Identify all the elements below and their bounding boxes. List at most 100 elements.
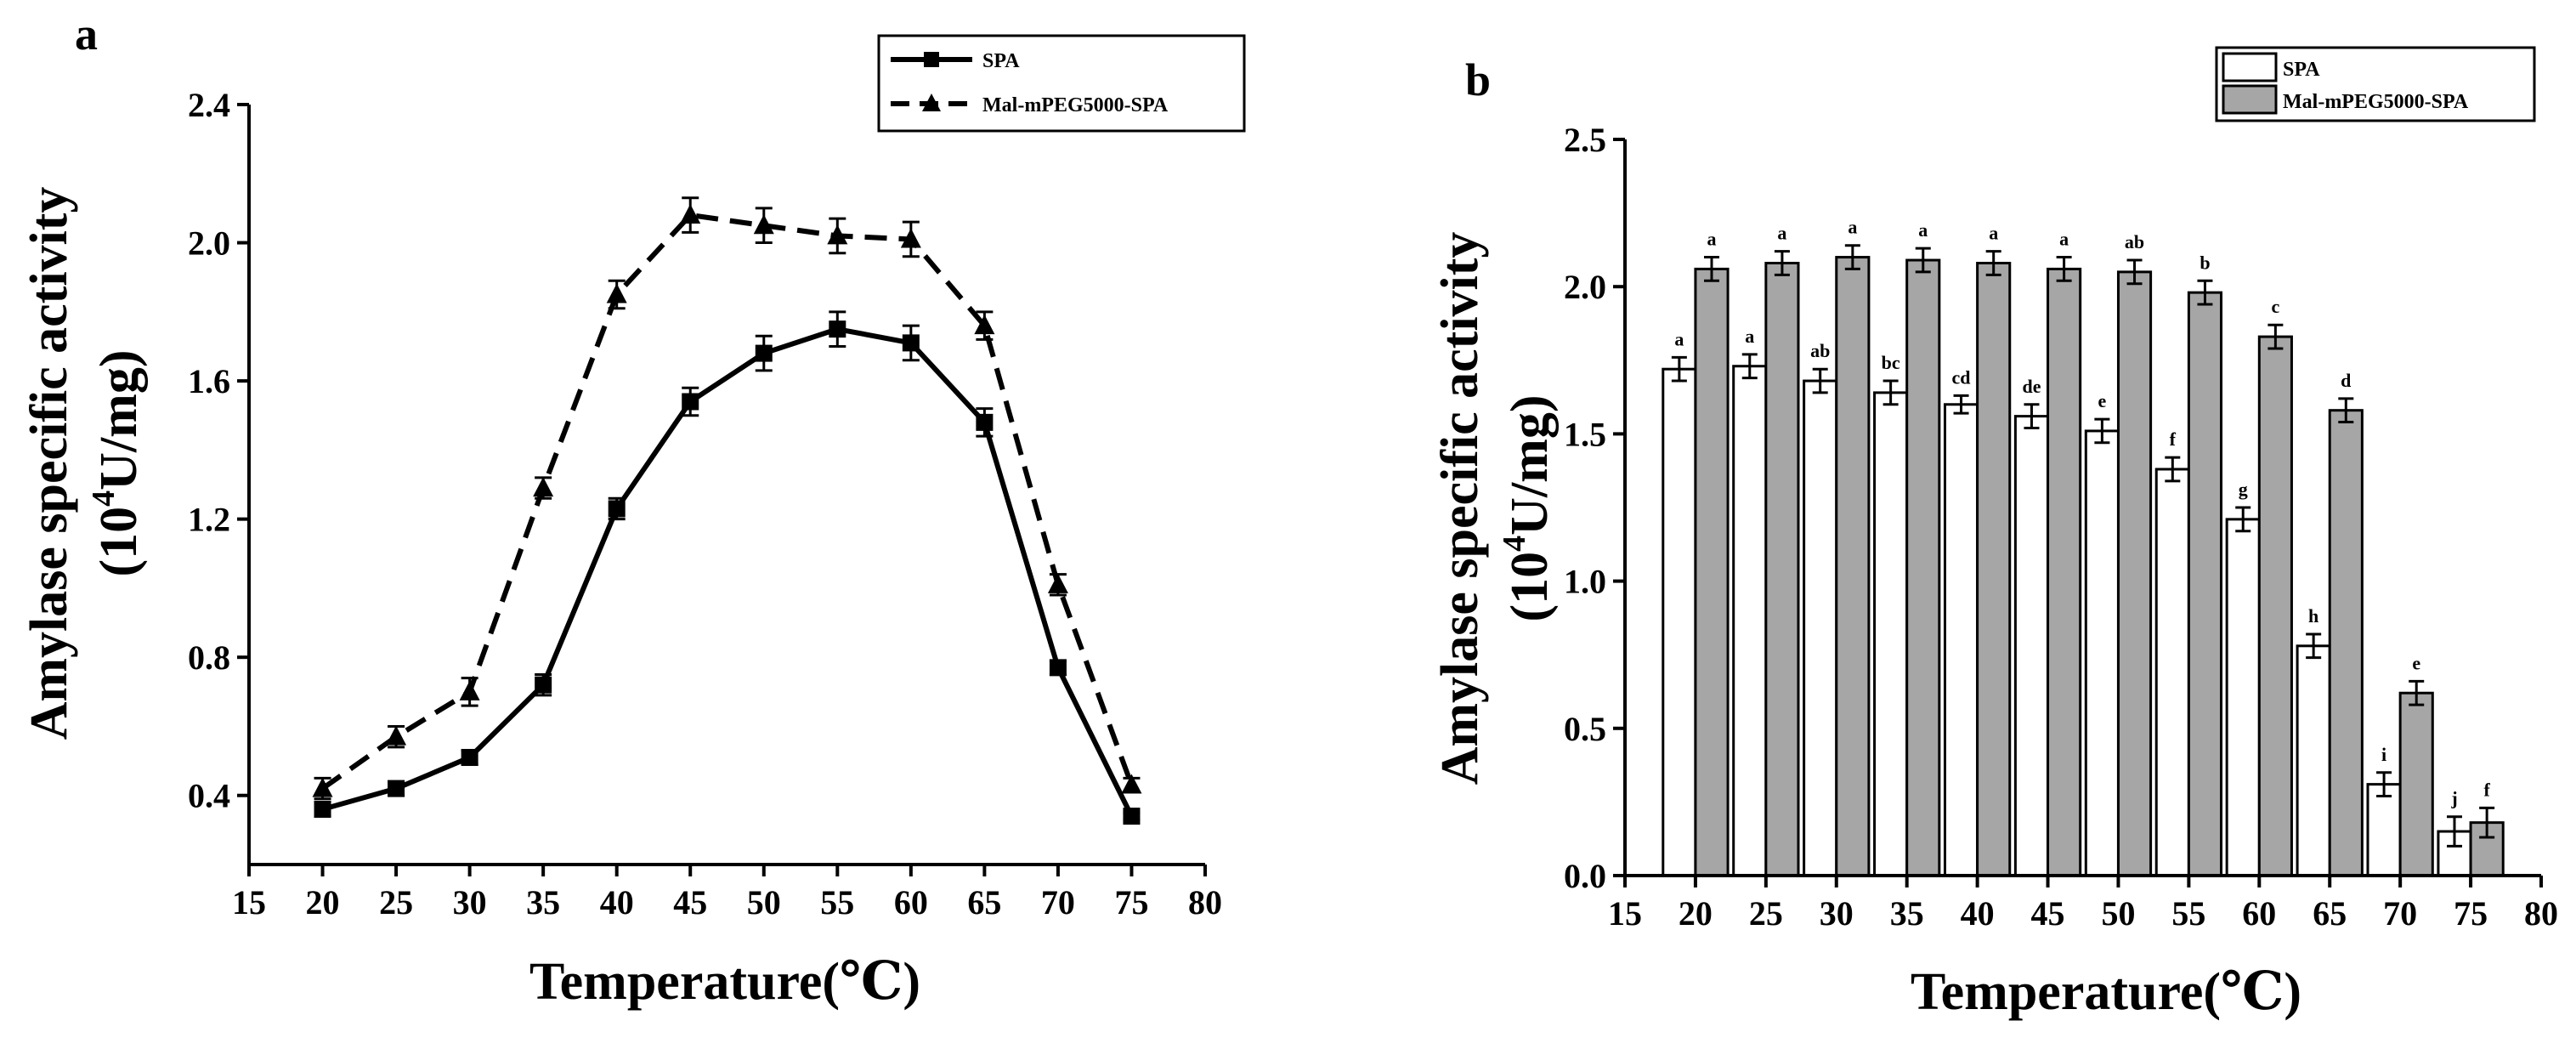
panel-a-spa-point: [1123, 808, 1141, 825]
panel-b-peg-bar: [2047, 267, 2082, 877]
panel-a-spa-point: [535, 676, 552, 694]
panel-b-legend-spa-swatch: [2222, 52, 2278, 82]
panel-a-peg-line: [320, 213, 1135, 791]
panel-a-x-tick-label: 75: [1114, 883, 1148, 921]
panel-b-y-tick-label: 2.0: [1564, 268, 1606, 306]
panel-a-peg-point: [459, 680, 480, 700]
panel-b-x-tick-label: 60: [2242, 894, 2276, 933]
panel-a-x-axis-title: Temperature(℃): [529, 953, 920, 1011]
panel-b-spa-bar: [1943, 403, 1979, 877]
panel-a-peg-point: [900, 228, 921, 248]
panel-a-ticks: 15 20 25 30 35 40 45 50 55 60 65 70 75 80 0.4 0.8 1.2 1.6…: [188, 86, 1222, 921]
panel-a-x-tick-label: 70: [1041, 883, 1075, 921]
panel-a-x-tick-label: 55: [820, 883, 854, 921]
panel-b-peg-bar: [2116, 270, 2153, 877]
panel-a-y-tick-label: 0.4: [188, 777, 230, 815]
panel-a-spa-point: [388, 780, 405, 797]
panel-a-y-tick-label: 1.6: [188, 362, 230, 400]
panel-a-y-tick-label: 2.4: [188, 86, 230, 124]
panel-b-peg-bar: [2187, 291, 2223, 877]
panel-b-y-tick-label: 1.0: [1564, 563, 1606, 601]
panel-a-y-title-suffix: U/mg): [90, 350, 148, 490]
panel-a-letter: a: [75, 9, 98, 60]
panel-b-peg-bar: [2328, 409, 2364, 877]
panel-b-legend-spa-label: SPA: [2283, 59, 2320, 81]
panel-b-spa-bar: [2013, 415, 2050, 877]
panel-b-peg-significance-label: a: [1848, 217, 1857, 238]
panel-b-spa-bar: [2366, 783, 2402, 877]
panel-b-x-tick-label: 25: [1749, 894, 1783, 933]
panel-b-x-tick-label: 65: [2313, 894, 2347, 933]
panel-b-spa-bar: [2154, 468, 2190, 877]
panel-b-spa-significance-label: j: [2450, 788, 2457, 809]
panel-b-spa-significance-label: a: [1745, 326, 1754, 347]
panel-a-spa-point: [755, 344, 773, 362]
panel-a-y-title-line1: Amylase specific activity: [20, 187, 78, 740]
panel-a-spa-line: [321, 326, 1135, 818]
panel-b-x-tick-label: 35: [1890, 894, 1924, 933]
panel-a-peg-point: [1121, 774, 1142, 794]
panel-b-spa-significance-label: bc: [1882, 352, 1900, 373]
panel-a-legend-square-marker-icon: [924, 52, 939, 67]
panel-a-peg-point: [680, 204, 701, 224]
panel-a-x-tick-label: 50: [747, 883, 781, 921]
panel-b-peg-significance-label: a: [1777, 223, 1786, 244]
panel-b-spa-bar: [1873, 391, 1909, 877]
panel-b-peg-significance-label: ab: [2125, 231, 2144, 252]
panel-b-y-tick-label: 0.5: [1564, 710, 1606, 748]
panel-a-spa-point: [608, 500, 626, 518]
panel-b-x-tick-label: 80: [2524, 894, 2558, 933]
panel-b-y-title-superscript: 4: [1497, 536, 1532, 552]
panel-b-y-tick-label: 0.0: [1564, 857, 1606, 895]
panel-b-y-title-suffix: U/mg): [1501, 395, 1559, 536]
panel-a-x-tick-label: 20: [306, 883, 340, 921]
panel-b-peg-bar: [1835, 256, 1871, 877]
panel-b-spa-bar: [1662, 367, 1697, 877]
panel-a-x-tick-label: 30: [453, 883, 487, 921]
panel-a-plot-area: [247, 105, 1205, 866]
panel-b-spa-significance-label: a: [1674, 328, 1684, 349]
panel-a-legend-peg-label: Mal-mPEG5000-SPA: [982, 94, 1169, 116]
panel-b-spa-significance-label: i: [2381, 744, 2386, 765]
panel-b-legend-peg-label: Mal-mPEG5000-SPA: [2283, 91, 2469, 113]
panel-b-spa-bar: [1732, 365, 1768, 877]
panel-b-x-tick-label: 40: [1961, 894, 1995, 933]
panel-b-legend: SPA Mal-mPEG5000-SPA: [2215, 46, 2536, 122]
panel-b-peg-bar: [1764, 261, 1800, 877]
panel-b-peg-significance-label: a: [1918, 219, 1928, 241]
panel-a-x-tick-label: 40: [600, 883, 634, 921]
panel-b-spa-significance-label: h: [2308, 605, 2318, 627]
panel-a-line-chart: a 15 20 25 30 35 40 45 50 55 60 65 70 75 800.40.81.21…: [20, 9, 1246, 1011]
panel-b-x-tick-label: 45: [2031, 894, 2065, 933]
panel-b-x-tick-label: 15: [1608, 894, 1642, 933]
panel-a-x-tick-label: 15: [232, 883, 266, 921]
panel-b-legend-peg-swatch: [2222, 84, 2278, 115]
panel-b-spa-significance-label: f: [2170, 428, 2177, 450]
panel-b-spa-significance-label: e: [2098, 390, 2107, 411]
panel-b-x-tick-label: 70: [2383, 894, 2417, 933]
panel-a-peg-point: [386, 725, 407, 746]
panel-a-spa-point: [682, 393, 699, 411]
panel-b-spa-significance-label: de: [2022, 376, 2041, 397]
panel-a-spa-point: [314, 800, 331, 818]
panel-b-y-title-line1: Amylase specific activity: [1431, 232, 1489, 785]
panel-b-letter: b: [1465, 54, 1491, 105]
panel-b-peg-bar: [1905, 258, 1941, 877]
panel-a-y-tick-label: 2.0: [188, 224, 230, 263]
panel-a-peg-point: [533, 477, 554, 497]
panel-b-peg-significance-label: c: [2271, 296, 2279, 317]
panel-b-y-axis-title: Amylase specific activity (104U/mg): [1431, 232, 1559, 785]
panel-a-spa-point: [976, 413, 994, 431]
panel-a-peg-point: [1047, 573, 1068, 593]
panel-b-y-title-line2: (104U/mg): [1497, 395, 1559, 622]
panel-b-peg-bar: [2257, 335, 2293, 877]
panel-a-y-tick-label: 0.8: [188, 638, 230, 677]
panel-b-peg-significance-label: a: [1707, 229, 1716, 250]
panel-a-x-tick-label: 60: [894, 883, 928, 921]
panel-b-x-axis-title: Temperature(℃): [1911, 963, 2301, 1021]
panel-b-ticks: 15 20 25 30 35 40 45 50 55 60 65 70 75 80 0.0 0.5 1.0 1.5…: [1564, 121, 2558, 933]
panel-b-spa-bar: [1803, 379, 1838, 877]
